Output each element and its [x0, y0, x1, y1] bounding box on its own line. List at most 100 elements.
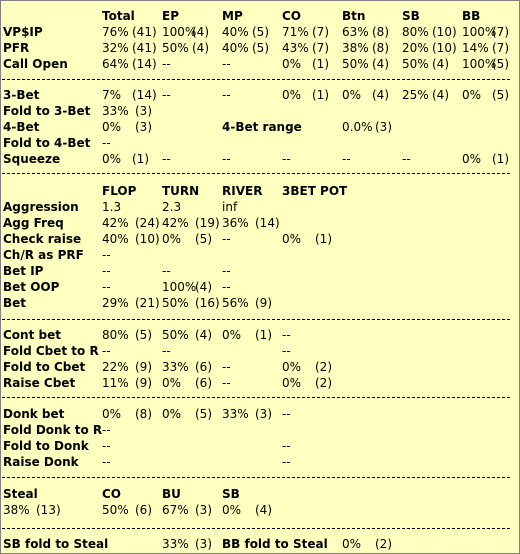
- stat-value: 0%: [342, 537, 362, 551]
- stat-value: --: [402, 152, 411, 166]
- sample-count: (5): [492, 88, 509, 102]
- row-label: Fold Donk to R: [3, 423, 103, 437]
- stat-value: 100%: [462, 57, 497, 71]
- row-label: VP$IP: [3, 25, 43, 39]
- sample-count: (9): [255, 296, 272, 310]
- stat-value: --: [282, 439, 291, 453]
- column-header: Btn: [342, 9, 366, 23]
- stat-value: --: [222, 360, 231, 374]
- stat-value: 64%: [102, 57, 129, 71]
- stat-value: --: [282, 407, 291, 421]
- stat-value: --: [282, 455, 291, 469]
- stat-value: 0%: [102, 407, 122, 421]
- stat-value: 50%: [102, 503, 129, 517]
- stat-value: 0%: [222, 328, 242, 342]
- stat-value: 50%: [162, 41, 189, 55]
- sample-count: (5): [492, 57, 509, 71]
- sample-count: (3): [195, 537, 212, 551]
- stat-value: 25%: [402, 88, 429, 102]
- sample-count: (8): [135, 407, 152, 421]
- column-header: MP: [222, 9, 243, 23]
- stat-value: 67%: [162, 503, 189, 517]
- stat-value: --: [102, 423, 111, 437]
- sample-count: (41): [132, 25, 157, 39]
- sample-count: (1): [312, 57, 329, 71]
- sample-count: (10): [432, 41, 457, 55]
- column-header: CO: [102, 487, 122, 501]
- row-label: Raise Donk: [3, 455, 79, 469]
- stat-value: --: [282, 328, 291, 342]
- stat-value: --: [222, 232, 231, 246]
- section-divider: [2, 528, 510, 529]
- section-divider: [2, 79, 510, 80]
- sample-count: (5): [252, 41, 269, 55]
- section-divider: [2, 477, 510, 478]
- stat-value: 50%: [162, 328, 189, 342]
- row-label: Raise Cbet: [3, 376, 76, 390]
- stat-value: 71%: [282, 25, 309, 39]
- stat-value: --: [102, 344, 111, 358]
- stat-value: --: [222, 57, 231, 71]
- sample-count: (14): [255, 216, 280, 230]
- sample-count: (5): [135, 328, 152, 342]
- row-label: Check raise: [3, 232, 82, 246]
- column-header: SB: [222, 487, 240, 501]
- stat-value: 0%: [282, 88, 302, 102]
- stat-value: 42%: [162, 216, 189, 230]
- stat-value: 0%: [162, 407, 182, 421]
- row-label: Fold to 4-Bet: [3, 136, 91, 150]
- stat-value: 100%: [462, 25, 497, 39]
- column-header: BU: [162, 487, 181, 501]
- stat-value: 100%: [162, 280, 197, 294]
- row-label: Fold Cbet to R: [3, 344, 99, 358]
- stat-value: 14%: [462, 41, 489, 55]
- stat-value: --: [222, 152, 231, 166]
- stat-value: --: [102, 264, 111, 278]
- stat-value: 0%: [462, 152, 482, 166]
- sample-count: (5): [195, 407, 212, 421]
- stat-value: 40%: [102, 232, 129, 246]
- sample-count: (41): [132, 41, 157, 55]
- stat-value: inf: [222, 200, 238, 214]
- sample-count: (4): [192, 41, 209, 55]
- sample-count: (1): [312, 88, 329, 102]
- sample-count: (6): [135, 503, 152, 517]
- sample-count: (2): [315, 376, 332, 390]
- sample-count: (1): [255, 328, 272, 342]
- sample-count: (6): [195, 376, 212, 390]
- stat-value: 76%: [102, 25, 129, 39]
- stat-value: 50%: [342, 57, 369, 71]
- stat-value: 43%: [282, 41, 309, 55]
- stat-value: 2.3: [162, 200, 182, 214]
- sample-count: (8): [372, 41, 389, 55]
- column-header: BB: [462, 9, 481, 23]
- row-label: Squeeze: [3, 152, 61, 166]
- sample-count: (16): [195, 296, 220, 310]
- row-label: SB fold to Steal: [3, 537, 109, 551]
- stat-value: --: [162, 57, 171, 71]
- row-label: PFR: [3, 41, 30, 55]
- stat-value: 0%: [162, 376, 182, 390]
- sample-count: (1): [132, 152, 149, 166]
- sample-count: (4): [372, 57, 389, 71]
- stat-value: 33%: [162, 360, 189, 374]
- column-header: 3BET POT: [282, 184, 348, 198]
- stat-value: --: [222, 88, 231, 102]
- sample-count: (1): [492, 152, 509, 166]
- sample-count: (1): [315, 232, 332, 246]
- stat-value: 80%: [402, 25, 429, 39]
- column-header: FLOP: [102, 184, 137, 198]
- sample-count: (7): [492, 41, 509, 55]
- column-header: TURN: [162, 184, 200, 198]
- sample-count: (24): [135, 216, 160, 230]
- stat-value: 22%: [102, 360, 129, 374]
- row-label: Bet: [3, 296, 27, 310]
- stat-value: 33%: [222, 407, 249, 421]
- stat-value: 0%: [102, 152, 122, 166]
- sample-count: (4): [432, 57, 449, 71]
- row-label: Aggression: [3, 200, 79, 214]
- stat-value: 33%: [102, 104, 129, 118]
- row-label: BB fold to Steal: [222, 537, 328, 551]
- stat-value: --: [102, 280, 111, 294]
- stat-value: --: [102, 248, 111, 262]
